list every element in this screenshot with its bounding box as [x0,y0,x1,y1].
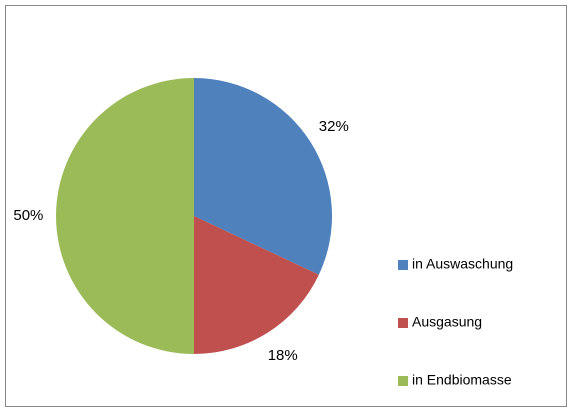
legend-swatch [398,376,408,386]
data-label: 32% [319,118,349,135]
pie-slice [194,78,332,275]
legend-swatch [398,260,408,270]
legend-label: in Endbiomasse [412,372,512,388]
pie-slice [194,216,319,354]
data-label: 18% [268,347,298,364]
pie-slice [56,78,194,354]
legend-label: Ausgasung [412,314,482,330]
legend-swatch [398,318,408,328]
data-label: 50% [13,207,43,224]
legend-label: in Auswaschung [412,256,513,272]
